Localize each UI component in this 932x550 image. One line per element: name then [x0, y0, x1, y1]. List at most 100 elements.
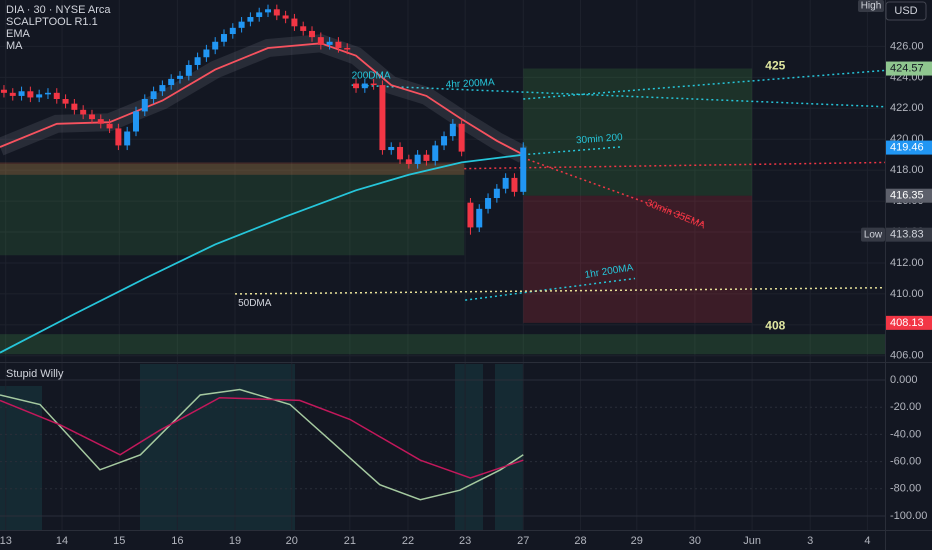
candle-body	[256, 12, 263, 18]
currency-label[interactable]: USD	[894, 5, 917, 17]
high-label: High	[861, 1, 882, 12]
osc-tick-label: -100.00	[890, 510, 927, 522]
candle-body	[80, 109, 87, 115]
price-label-bg	[886, 315, 932, 330]
candle-body	[291, 18, 298, 27]
candle-body	[397, 146, 404, 160]
signal-band	[0, 386, 42, 530]
indicator-name: EMA	[6, 28, 31, 40]
price-label-bg	[886, 227, 932, 242]
x-tick-label: 20	[286, 535, 298, 547]
trend-line	[523, 69, 886, 100]
y-tick-label: 418.00	[890, 164, 924, 176]
candle-body	[159, 85, 166, 92]
candle-body	[229, 27, 236, 35]
candle-body	[247, 17, 254, 22]
trend-line	[464, 161, 886, 170]
candle-body	[485, 198, 492, 209]
price-label-bg	[886, 140, 932, 155]
currency-button[interactable]	[885, 1, 927, 21]
candle-body	[282, 15, 289, 19]
candle-body	[476, 208, 483, 228]
low-label: Low	[864, 229, 883, 240]
y-tick-label: 426.00	[890, 40, 924, 52]
y-tick-label: 422.00	[890, 102, 924, 114]
x-tick-label: 30	[689, 535, 701, 547]
osc-tick-label: -60.00	[890, 456, 921, 468]
price-label-bg	[886, 188, 932, 203]
candle-body	[18, 91, 25, 96]
candle-body	[344, 47, 351, 50]
signal-band	[455, 364, 483, 530]
candle-body	[449, 123, 456, 137]
candle-body	[141, 99, 148, 112]
candle-body	[27, 91, 34, 98]
y-tick-label: 406.00	[890, 350, 924, 362]
candle-body	[132, 111, 139, 132]
candle-body	[273, 9, 280, 16]
x-tick-label: 13	[0, 535, 12, 547]
trend-line	[523, 146, 621, 156]
high-badge	[858, 0, 884, 12]
annotation: 425	[765, 59, 785, 73]
zone	[0, 162, 465, 175]
candle-body	[441, 136, 448, 146]
trend-line	[234, 286, 886, 295]
candle-body	[221, 34, 228, 42]
candle-body	[423, 154, 430, 161]
x-tick-label: 14	[56, 535, 68, 547]
x-tick-label: Jun	[743, 535, 761, 547]
x-tick-label: 16	[171, 535, 183, 547]
price-label: 408.13	[890, 317, 924, 329]
candle-body	[194, 57, 201, 65]
osc-tick-label: -40.00	[890, 428, 921, 440]
price-label-bg	[886, 61, 932, 76]
x-tick-label: 28	[574, 535, 586, 547]
candle-body	[53, 92, 60, 100]
x-tick-label: 27	[517, 535, 529, 547]
candle-body	[71, 103, 78, 110]
candle-body	[238, 21, 245, 28]
candle-body	[467, 202, 474, 228]
candle-body	[326, 41, 333, 45]
candle-body	[370, 83, 377, 86]
x-tick-label: 22	[402, 535, 414, 547]
osc-tick-label: 0.000	[890, 374, 918, 386]
candle-body	[97, 119, 104, 124]
candle-body	[185, 64, 192, 76]
symbol-title: DIA · 30 · NYSE Arca	[6, 4, 111, 16]
candle-body	[106, 123, 113, 129]
y-tick-label: 410.00	[890, 288, 924, 300]
indicator-name: SCALPTOOL R1.1	[6, 16, 98, 28]
annotation: 50DMA	[238, 298, 272, 309]
annotation: 408	[765, 319, 785, 333]
candle-body	[335, 41, 342, 48]
price-label: 413.83	[890, 229, 924, 241]
candle-body	[361, 83, 368, 89]
signal-band	[495, 364, 523, 530]
candle-body	[502, 177, 509, 189]
x-tick-label: 3	[807, 535, 813, 547]
trend-line	[522, 157, 706, 226]
y-tick-label: 412.00	[890, 257, 924, 269]
x-tick-label: 4	[864, 535, 870, 547]
annotation: 200DMA	[352, 70, 391, 81]
candle-body	[520, 147, 527, 192]
candle-body	[511, 177, 518, 192]
candle-body	[0, 89, 7, 93]
low-badge	[861, 227, 885, 242]
x-tick-label: 29	[631, 535, 643, 547]
candle-body	[317, 37, 324, 45]
x-tick-label: 15	[113, 535, 125, 547]
price-label: 416.35	[890, 190, 924, 202]
candle-body	[44, 92, 51, 95]
candle-body	[432, 145, 439, 161]
candle-body	[62, 99, 69, 104]
x-tick-label: 19	[229, 535, 241, 547]
candle-body	[300, 26, 307, 31]
x-tick-label: 21	[344, 535, 356, 547]
osc-tick-label: -20.00	[890, 401, 921, 413]
signal-band	[140, 364, 295, 530]
candle-body	[414, 154, 421, 164]
